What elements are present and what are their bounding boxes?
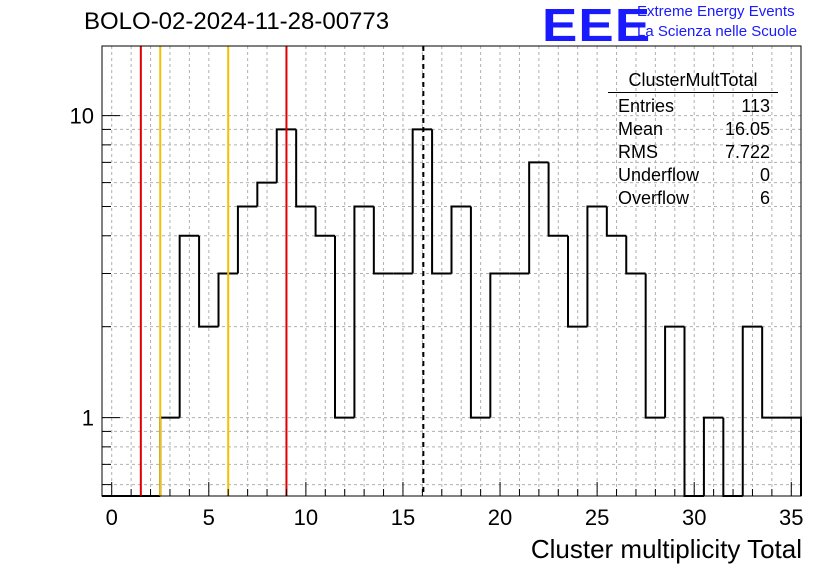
eee-logo: EEE	[542, 0, 652, 51]
x-axis-label: Cluster multiplicity Total	[530, 534, 802, 564]
stats-row-rms: RMS 7.722	[608, 141, 778, 164]
x-tick-label: 10	[294, 505, 318, 530]
histogram-bin	[605, 206, 627, 237]
stats-label: Underflow	[618, 165, 700, 185]
histogram-bin	[644, 273, 666, 419]
stats-label: Entries	[618, 96, 675, 116]
histogram-bin	[567, 235, 588, 328]
stats-row-overflow: Overflow 6	[608, 187, 778, 210]
x-tick-label: 30	[682, 505, 706, 530]
stats-label: Overflow	[618, 188, 690, 208]
histogram-bin	[236, 205, 258, 274]
stats-value: 113	[741, 96, 770, 116]
histogram-bin	[198, 235, 219, 328]
histogram-bin	[353, 205, 374, 418]
histogram-bin	[761, 326, 782, 419]
x-tick-label: 20	[488, 505, 512, 530]
x-tick-label: 35	[779, 505, 803, 530]
stats-value: 7.722	[724, 142, 770, 162]
histogram-bin	[295, 129, 316, 208]
histogram-bin	[702, 416, 724, 496]
x-tick-label: 25	[585, 505, 609, 530]
histogram-bin	[664, 325, 685, 418]
stats-value: 6	[759, 188, 770, 208]
histogram-bin	[431, 129, 452, 275]
plot-frame	[101, 45, 802, 497]
histogram-bin	[450, 205, 471, 274]
marker-lines	[139, 46, 425, 496]
stats-row-mean: Mean 16.05	[608, 118, 778, 141]
histogram-bin	[411, 128, 433, 274]
x-tick-label: 0	[106, 505, 118, 530]
stats-label: RMS	[618, 142, 658, 162]
histogram-bin	[217, 272, 238, 327]
histogram-bin	[469, 206, 491, 419]
histogram-bin	[178, 234, 200, 418]
x-tick-label: 15	[391, 505, 415, 530]
histogram-bin	[275, 128, 297, 183]
stats-value: 0	[759, 165, 770, 185]
stats-value: 16.05	[724, 119, 770, 139]
logo-line-2: La Scienza nelle Scuole	[637, 23, 798, 40]
histogram-bin	[372, 206, 394, 275]
stats-row-underflow: Underflow 0	[608, 164, 778, 187]
histogram-bin	[741, 325, 763, 496]
histogram-bin	[528, 161, 549, 274]
axes: 0 5 10 15 20 25 30 35 1 10	[70, 45, 804, 530]
plot-title: BOLO-02-2024-11-28-00773	[84, 8, 390, 35]
x-tick-label: 5	[203, 505, 215, 530]
histogram-bin	[547, 162, 568, 237]
stats-name: ClusterMultTotal	[608, 70, 778, 93]
stats-label: Mean	[618, 119, 664, 139]
logo-line-1: Extreme Energy Events	[637, 3, 795, 20]
histogram-bin	[489, 272, 510, 418]
stats-row-entries: Entries 113	[608, 95, 778, 118]
histogram-bin	[334, 235, 355, 419]
stats-box: ClusterMultTotal Entries 113 Mean 16.05 …	[608, 70, 778, 210]
y-tick-label: 10	[70, 104, 94, 129]
histogram-bin	[256, 181, 277, 207]
histogram-bin	[314, 206, 335, 237]
histogram-bin	[586, 205, 607, 327]
histogram-series	[102, 128, 802, 497]
histogram-bin	[625, 235, 646, 275]
y-tick-label: 1	[82, 406, 94, 431]
